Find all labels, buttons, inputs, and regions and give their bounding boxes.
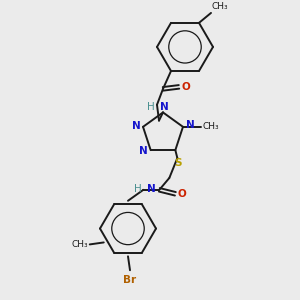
Text: H: H [134, 184, 141, 194]
Text: CH₃: CH₃ [203, 122, 220, 131]
Text: N: N [160, 102, 169, 112]
Text: H: H [147, 102, 155, 112]
Text: CH₃: CH₃ [71, 240, 88, 249]
Text: O: O [177, 189, 186, 199]
Text: CH₃: CH₃ [212, 2, 229, 11]
Text: Br: Br [123, 275, 136, 285]
Text: N: N [132, 121, 140, 131]
Text: N: N [147, 184, 156, 194]
Text: N: N [139, 146, 148, 156]
Text: O: O [181, 82, 190, 92]
Text: S: S [175, 158, 182, 168]
Text: N: N [186, 120, 194, 130]
